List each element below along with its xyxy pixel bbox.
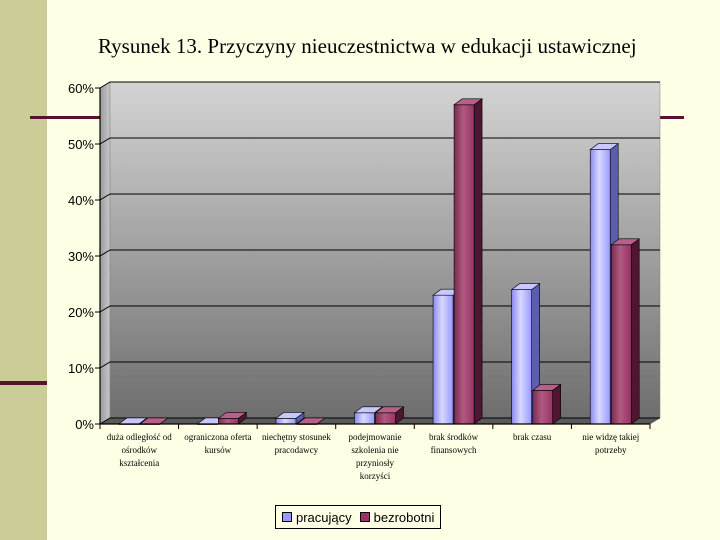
x-axis-labels: duża odległość od ośrodków kształcenia ogra… (107, 432, 639, 481)
accent-line-top (30, 116, 108, 119)
x-category-label: brak czasu (513, 432, 552, 442)
chart-bars (117, 98, 641, 425)
y-axis-labels: 0% 10% 20% 30% 40% 50% 60% (68, 81, 94, 432)
y-tick-label: 60% (68, 81, 94, 96)
x-category-label: niechętny stosunek pracodawcy (262, 432, 331, 455)
bar-series-2 (610, 238, 641, 425)
chart-legend: pracujący bezrobotni (275, 505, 442, 529)
legend-item-series-1: pracujący (282, 510, 352, 525)
gridline (99, 81, 660, 89)
x-category-label: nie widzę takiej potrzeby (582, 432, 639, 455)
legend-swatch-series-1 (282, 512, 292, 522)
x-category-label: brak środków finansowych (429, 432, 479, 455)
page-title: Rysunek 13. Przyczyny nieuczestnictwa w … (98, 34, 637, 58)
y-tick-label: 40% (68, 193, 94, 208)
x-category-label: duża odległość od ośrodków kształcenia (107, 432, 172, 468)
bar-series-2 (217, 411, 248, 425)
slide-sidebar (0, 0, 47, 540)
bar-series-2 (453, 98, 483, 425)
accent-line-left (0, 381, 47, 385)
bar-series-2 (374, 406, 405, 425)
accent-line-right (656, 116, 684, 119)
y-tick-label: 20% (68, 305, 94, 320)
y-tick-label: 50% (68, 137, 94, 152)
legend-label-series-2: bezrobotni (373, 509, 435, 525)
legend-swatch-series-2 (359, 512, 370, 522)
legend-label-series-1: pracujący (296, 509, 352, 525)
bar-series-1 (510, 283, 541, 425)
y-tick-label: 10% (68, 361, 94, 376)
chart-plot-area (99, 81, 661, 425)
bar-series-2 (531, 383, 562, 425)
chart-axes (95, 87, 651, 429)
y-tick-label: 30% (68, 249, 94, 264)
legend-item-series-2: bezrobotni (359, 509, 435, 525)
x-category-label: ograniczona oferta kursów (184, 432, 251, 455)
x-category-label: podejmowanie szkolenia nie przyniosły korzy… (349, 432, 402, 481)
y-tick-label: 0% (75, 417, 94, 432)
